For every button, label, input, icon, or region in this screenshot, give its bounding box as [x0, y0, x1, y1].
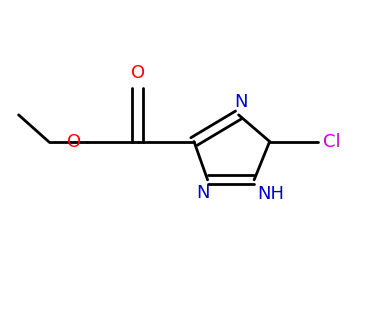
Text: N: N	[196, 184, 209, 202]
Text: N: N	[235, 93, 248, 111]
Text: Cl: Cl	[323, 133, 340, 151]
Text: O: O	[68, 133, 81, 151]
Text: O: O	[131, 64, 145, 82]
Text: NH: NH	[257, 185, 284, 203]
